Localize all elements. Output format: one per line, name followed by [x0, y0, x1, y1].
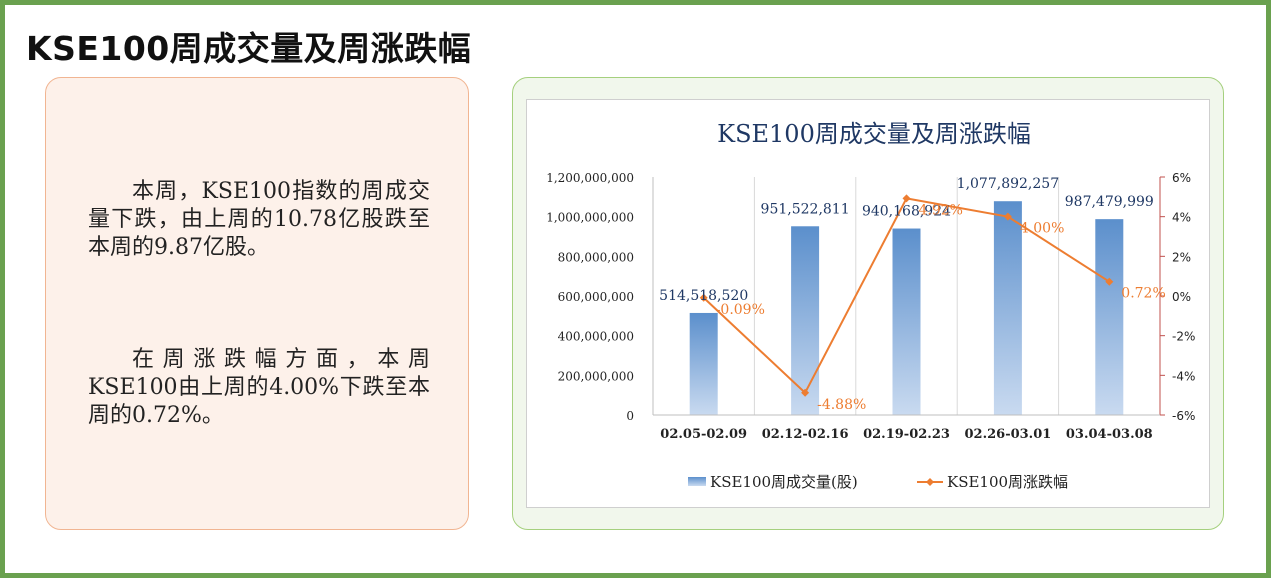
- y2-tick-label: 0%: [1172, 290, 1191, 304]
- change-data-label: 0.72%: [1121, 286, 1165, 302]
- y-tick-label: 400,000,000: [558, 330, 634, 344]
- change-point: [1105, 277, 1114, 286]
- y2-tick-label: -6%: [1172, 409, 1195, 423]
- summary-paragraph-change: 在周涨跌幅方面，本周KSE100由上周的4.00%下跌至本周的0.72%。: [88, 347, 430, 428]
- y-tick-label: 600,000,000: [558, 290, 634, 304]
- change-point: [699, 293, 708, 302]
- y2-tick-label: 4%: [1172, 211, 1191, 225]
- volume-data-label: 514,518,520: [659, 288, 748, 304]
- y2-tick-label: -2%: [1172, 330, 1195, 344]
- change-data-label: -4.88%: [817, 397, 866, 413]
- x-tick-label: 02.12-02.16: [762, 427, 849, 442]
- change-point: [902, 194, 911, 203]
- change-data-label: 4.92%: [919, 202, 963, 218]
- x-tick-label: 02.26-03.01: [964, 427, 1051, 442]
- volume-data-label: 1,077,892,257: [957, 176, 1059, 192]
- volume-data-label: 951,522,811: [761, 201, 850, 217]
- x-tick-label: 02.05-02.09: [660, 427, 747, 442]
- y2-tick-label: -4%: [1172, 369, 1195, 383]
- chart-title: KSE100周成交量及周涨跌幅: [717, 120, 1031, 148]
- y-tick-label: 200,000,000: [558, 369, 634, 383]
- change-data-label: -0.09%: [716, 302, 765, 318]
- legend-volume-label: KSE100周成交量(股): [710, 473, 858, 491]
- page-title: KSE100周成交量及周涨跌幅: [26, 29, 472, 68]
- change-point: [1003, 212, 1012, 221]
- volume-data-label: 940,168,924: [862, 204, 951, 220]
- x-tick-label: 02.19-02.23: [863, 427, 950, 442]
- volume-bar: [689, 312, 718, 415]
- y2-tick-label: 6%: [1172, 171, 1191, 185]
- y-tick-label: 800,000,000: [558, 250, 634, 264]
- legend-bar-swatch: [688, 477, 706, 486]
- volume-bar: [993, 201, 1022, 415]
- y2-tick-label: 2%: [1172, 250, 1191, 264]
- legend-line-marker: [926, 478, 934, 486]
- summary-paragraph-volume: 本周，KSE100指数的周成交量下跌，由上周的10.78亿股跌至本周的9.87亿…: [88, 179, 430, 260]
- volume-data-label: 987,479,999: [1065, 194, 1154, 210]
- y-tick-label: 1,200,000,000: [546, 171, 634, 185]
- change-data-label: 4.00%: [1020, 221, 1064, 237]
- summary-panel: 本周，KSE100指数的周成交量下跌，由上周的10.78亿股跌至本周的9.87亿…: [45, 77, 469, 530]
- volume-bar: [1095, 219, 1124, 415]
- x-tick-label: 03.04-03.08: [1066, 427, 1153, 442]
- volume-bar: [892, 228, 921, 415]
- volume-bar: [791, 226, 820, 415]
- change-point: [801, 388, 810, 397]
- y-tick-label: 0: [626, 409, 634, 423]
- legend-change-label: KSE100周涨跌幅: [947, 473, 1068, 491]
- y-tick-label: 1,000,000,000: [546, 211, 634, 225]
